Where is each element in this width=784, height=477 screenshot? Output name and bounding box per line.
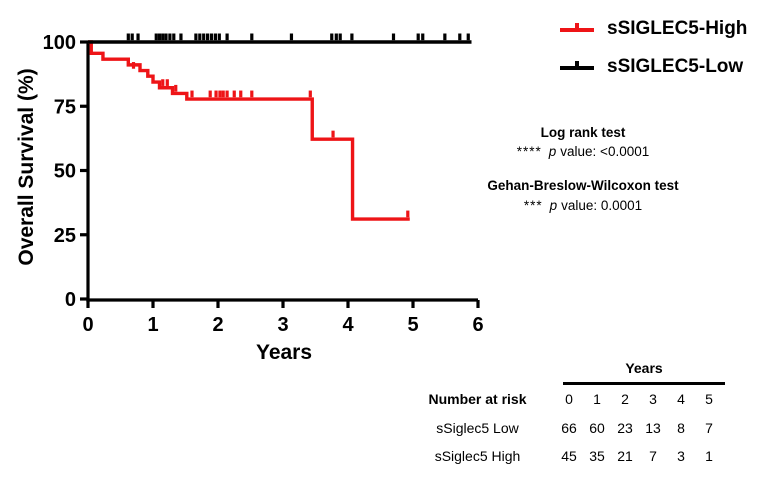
risk-value: 35 xyxy=(589,448,605,464)
year-column: 1 xyxy=(593,391,601,407)
year-column: 2 xyxy=(621,391,629,407)
risk-value: 13 xyxy=(645,420,661,436)
x-tick-label: 1 xyxy=(147,314,158,336)
year-column: 4 xyxy=(677,391,685,407)
risk-value: 8 xyxy=(677,420,685,436)
x-axis-title: Years xyxy=(255,341,313,364)
risk-table-years-header: Years xyxy=(625,360,663,376)
risk-table-header-row: Number at risk 0 1 2 3 4 5 xyxy=(400,390,723,408)
stats-block: Log rank test **** p value: <0.0001 Gehan-… xyxy=(463,123,703,215)
x-tick-label: 0 xyxy=(82,314,93,336)
x-tick-label: 4 xyxy=(342,314,354,336)
y-axis-title: Overall Survival (%) xyxy=(15,68,38,266)
legend-label-high: sSIGLEC5-High xyxy=(607,18,748,39)
km-censor-symbol-icon xyxy=(560,22,594,36)
x-tick-label: 5 xyxy=(407,314,418,336)
x-tick-label: 3 xyxy=(277,314,288,336)
x-tick-label: 2 xyxy=(212,314,223,336)
risk-value: 3 xyxy=(677,448,685,464)
wilcoxon-p-text: value: 0.0001 xyxy=(561,198,643,213)
risk-value: 1 xyxy=(705,448,713,464)
logrank-p-text: value: <0.0001 xyxy=(560,144,650,159)
wilcoxon-p-value: *** p value: 0.0001 xyxy=(463,196,703,215)
y-tick-label: 100 xyxy=(43,32,76,54)
logrank-p-symbol: p xyxy=(548,144,557,159)
risk-table-row-high: sSiglec5 High 45 35 21 7 3 1 xyxy=(400,447,723,465)
y-tick-label: 25 xyxy=(54,225,76,247)
risk-value: 7 xyxy=(705,420,713,436)
wilcoxon-stars: *** xyxy=(523,198,543,213)
logrank-p-value: **** p value: <0.0001 xyxy=(463,142,703,161)
risk-value: 66 xyxy=(561,420,577,436)
logrank-stars: **** xyxy=(516,144,542,159)
km-curve-ssiglec5-high xyxy=(88,40,410,221)
y-tick-label: 50 xyxy=(54,161,76,183)
risk-value: 60 xyxy=(589,420,605,436)
legend-item-low: sSIGLEC5-Low xyxy=(560,55,747,79)
risk-table-row-low: sSiglec5 Low 66 60 23 13 8 7 xyxy=(400,419,723,437)
risk-value: 21 xyxy=(617,448,633,464)
km-censor-symbol-icon xyxy=(560,60,594,74)
risk-row-label: sSiglec5 High xyxy=(434,448,521,464)
year-column: 3 xyxy=(649,391,657,407)
legend: sSIGLEC5-High sSIGLEC5-Low xyxy=(560,17,747,79)
year-column: 0 xyxy=(565,391,573,407)
wilcoxon-test-title: Gehan-Breslow-Wilcoxon test xyxy=(487,178,679,193)
risk-value: 45 xyxy=(561,448,577,464)
legend-label-low: sSIGLEC5-Low xyxy=(607,56,744,77)
risk-value: 23 xyxy=(617,420,633,436)
risk-row-label: sSiglec5 Low xyxy=(436,420,519,436)
risk-table-header-label: Number at risk xyxy=(428,391,527,407)
x-tick-label: 6 xyxy=(472,314,483,336)
y-tick-label: 0 xyxy=(65,289,76,311)
y-tick-label: 75 xyxy=(54,96,76,118)
wilcoxon-p-symbol: p xyxy=(549,198,558,213)
risk-value: 7 xyxy=(649,448,657,464)
year-column: 5 xyxy=(705,391,713,407)
risk-table-underline xyxy=(563,382,725,385)
logrank-test-title: Log rank test xyxy=(540,125,626,140)
legend-item-high: sSIGLEC5-High xyxy=(560,17,747,41)
